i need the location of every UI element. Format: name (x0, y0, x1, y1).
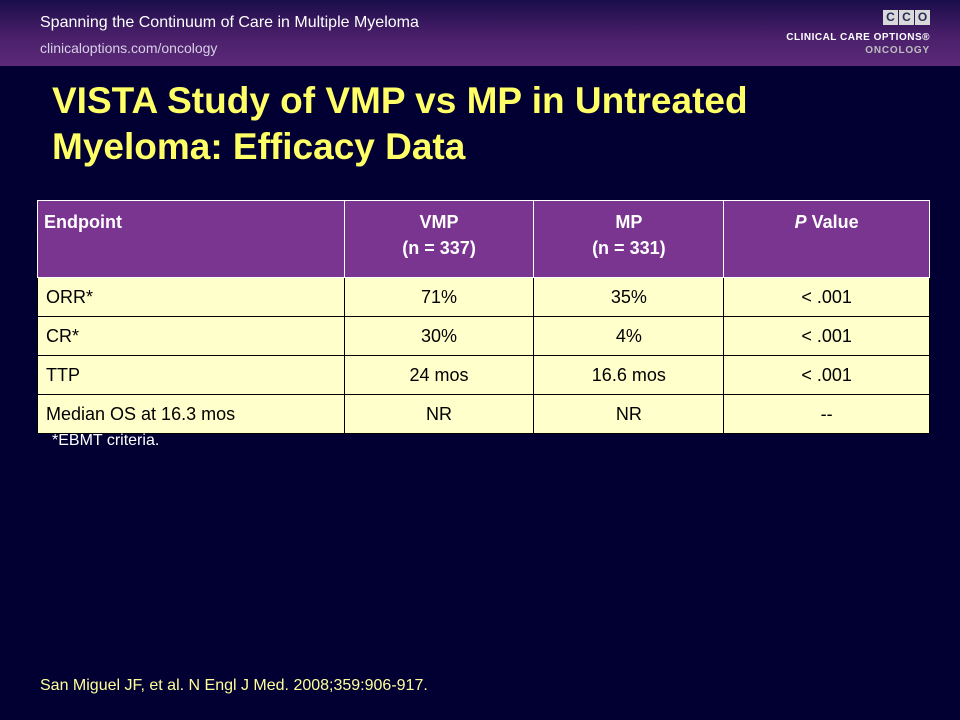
header-endpoint: Endpoint (37, 200, 345, 278)
citation: San Miguel JF, et al. N Engl J Med. 2008… (40, 677, 428, 694)
header-p-rest: Value (806, 212, 859, 232)
efficacy-table: Endpoint VMP (n = 337) MP (n = 331) P Va… (37, 200, 930, 434)
header-mp-label: MP (615, 212, 643, 232)
cell-endpoint: Median OS at 16.3 mos (37, 394, 345, 434)
table-row: Median OS at 16.3 mos NR NR -- (37, 394, 930, 434)
cell-endpoint: ORR* (37, 277, 345, 317)
logo-subname: ONCOLOGY (865, 45, 930, 56)
cell-mp: NR (533, 394, 725, 434)
header-p-italic: P (794, 212, 807, 232)
header-vmp-n: (n = 337) (402, 238, 476, 258)
cell-mp: 4% (533, 316, 725, 356)
footnote: *EBMT criteria. (52, 432, 160, 449)
logo-letter-c1: C (883, 10, 898, 25)
header-p-value: P Value (723, 200, 930, 278)
cell-p-value: < .001 (723, 355, 930, 395)
cell-endpoint: TTP (37, 355, 345, 395)
conference-url[interactable]: clinicaloptions.com/oncology (40, 40, 218, 56)
table-header-row: Endpoint VMP (n = 337) MP (n = 331) P Va… (37, 200, 930, 278)
table-row: TTP 24 mos 16.6 mos < .001 (37, 355, 930, 395)
conference-title: Spanning the Continuum of Care in Multip… (40, 14, 419, 31)
clinical-care-options-logo: C C O CLINICAL CARE OPTIONS® ONCOLOGY (786, 10, 930, 60)
header-mp-n: (n = 331) (592, 238, 666, 258)
header-endpoint-label: Endpoint (44, 212, 122, 232)
cell-vmp: NR (343, 394, 535, 434)
cell-vmp: 71% (343, 277, 535, 317)
cell-mp: 16.6 mos (533, 355, 725, 395)
logo-name: CLINICAL CARE OPTIONS® (786, 32, 930, 43)
table-row: CR* 30% 4% < .001 (37, 316, 930, 356)
header-band (0, 0, 960, 66)
cell-endpoint: CR* (37, 316, 345, 356)
logo-letter-o: O (915, 10, 930, 25)
logo-letter-boxes: C C O (883, 10, 930, 25)
table-row: ORR* 71% 35% < .001 (37, 277, 930, 317)
cell-p-value: < .001 (723, 277, 930, 317)
cell-p-value: < .001 (723, 316, 930, 356)
cell-p-value: -- (723, 394, 930, 434)
cell-vmp: 30% (343, 316, 535, 356)
slide-title: VISTA Study of VMP vs MP in Untreated My… (52, 80, 748, 167)
logo-letter-c2: C (899, 10, 914, 25)
header-vmp: VMP (n = 337) (343, 200, 535, 278)
header-vmp-label: VMP (419, 212, 459, 232)
cell-vmp: 24 mos (343, 355, 535, 395)
header-mp: MP (n = 331) (533, 200, 725, 278)
cell-mp: 35% (533, 277, 725, 317)
